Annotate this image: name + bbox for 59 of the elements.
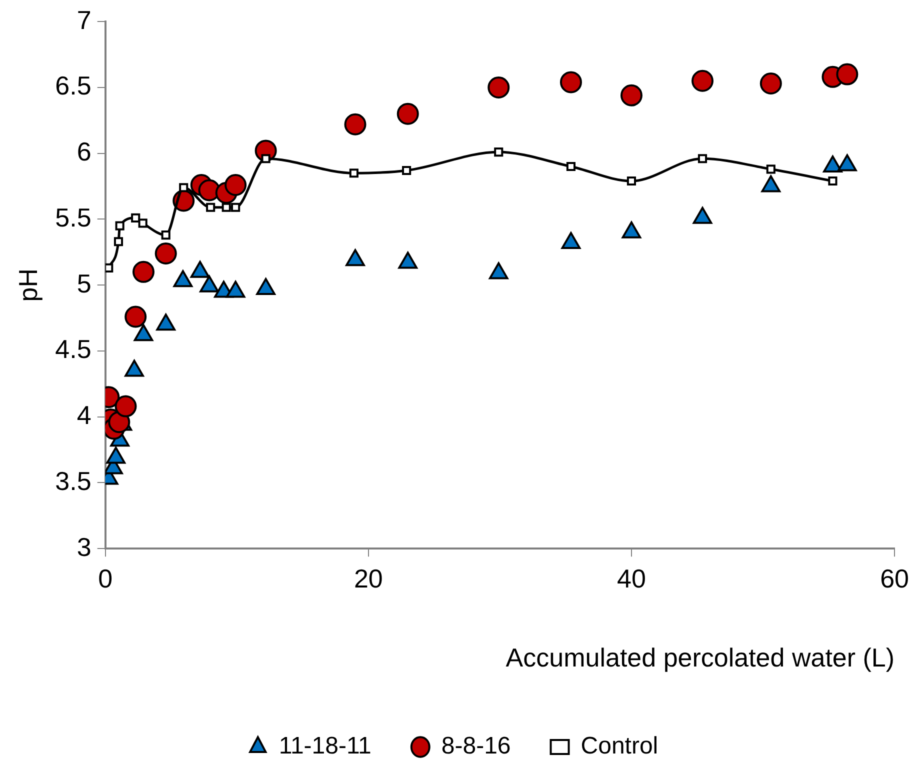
point bbox=[344, 113, 366, 136]
point bbox=[224, 174, 247, 196]
y-tick-label: 3.5 bbox=[55, 466, 92, 496]
point bbox=[105, 263, 114, 273]
point bbox=[396, 102, 419, 125]
point bbox=[560, 71, 582, 94]
point bbox=[115, 221, 124, 230]
legend-label: Control bbox=[580, 732, 658, 760]
point bbox=[131, 213, 140, 222]
point bbox=[766, 164, 776, 174]
point bbox=[760, 72, 782, 95]
point bbox=[138, 218, 148, 228]
x-axis-title: Accumulated percolated water (L) bbox=[506, 642, 895, 673]
y-tick-label: 4.5 bbox=[55, 334, 92, 364]
y-tick-label: 6.5 bbox=[55, 70, 92, 101]
point bbox=[226, 280, 246, 298]
point bbox=[124, 360, 144, 377]
point bbox=[692, 70, 714, 92]
point bbox=[256, 278, 276, 296]
y-tick-label: 5 bbox=[76, 268, 92, 298]
point bbox=[494, 147, 504, 157]
point bbox=[231, 202, 240, 212]
point bbox=[402, 166, 412, 176]
point bbox=[173, 270, 193, 288]
point bbox=[349, 168, 358, 178]
point bbox=[828, 176, 838, 186]
x-tick-label: 40 bbox=[617, 563, 646, 594]
point bbox=[398, 252, 418, 269]
y-tick-label: 5.5 bbox=[55, 202, 92, 232]
point bbox=[114, 237, 124, 246]
point bbox=[156, 314, 176, 331]
point bbox=[488, 76, 510, 98]
x-tick-label: 60 bbox=[880, 563, 909, 594]
point bbox=[222, 202, 231, 212]
x-tick-label: 0 bbox=[98, 563, 113, 594]
point bbox=[154, 242, 177, 264]
y-axis-title: pH bbox=[12, 268, 43, 302]
y-tick-label: 4 bbox=[76, 400, 92, 430]
point bbox=[134, 324, 154, 342]
point bbox=[206, 202, 216, 212]
point bbox=[488, 262, 508, 280]
y-tick-label: 6 bbox=[76, 136, 92, 167]
point bbox=[346, 249, 365, 266]
point bbox=[132, 260, 154, 283]
y-tick-label: 3 bbox=[76, 532, 92, 562]
point bbox=[620, 84, 642, 106]
point bbox=[200, 275, 219, 292]
point bbox=[566, 162, 576, 172]
legend-label: 11-18-11 bbox=[278, 732, 372, 760]
point bbox=[261, 154, 270, 164]
point bbox=[626, 176, 636, 186]
point bbox=[698, 154, 708, 164]
y-tick-label: 7 bbox=[76, 4, 92, 35]
x-tick-label: 20 bbox=[354, 563, 383, 594]
point bbox=[106, 446, 126, 464]
legend-label: 8-8-16 bbox=[441, 732, 511, 760]
point bbox=[836, 63, 858, 86]
point bbox=[179, 183, 188, 192]
point bbox=[161, 230, 170, 240]
